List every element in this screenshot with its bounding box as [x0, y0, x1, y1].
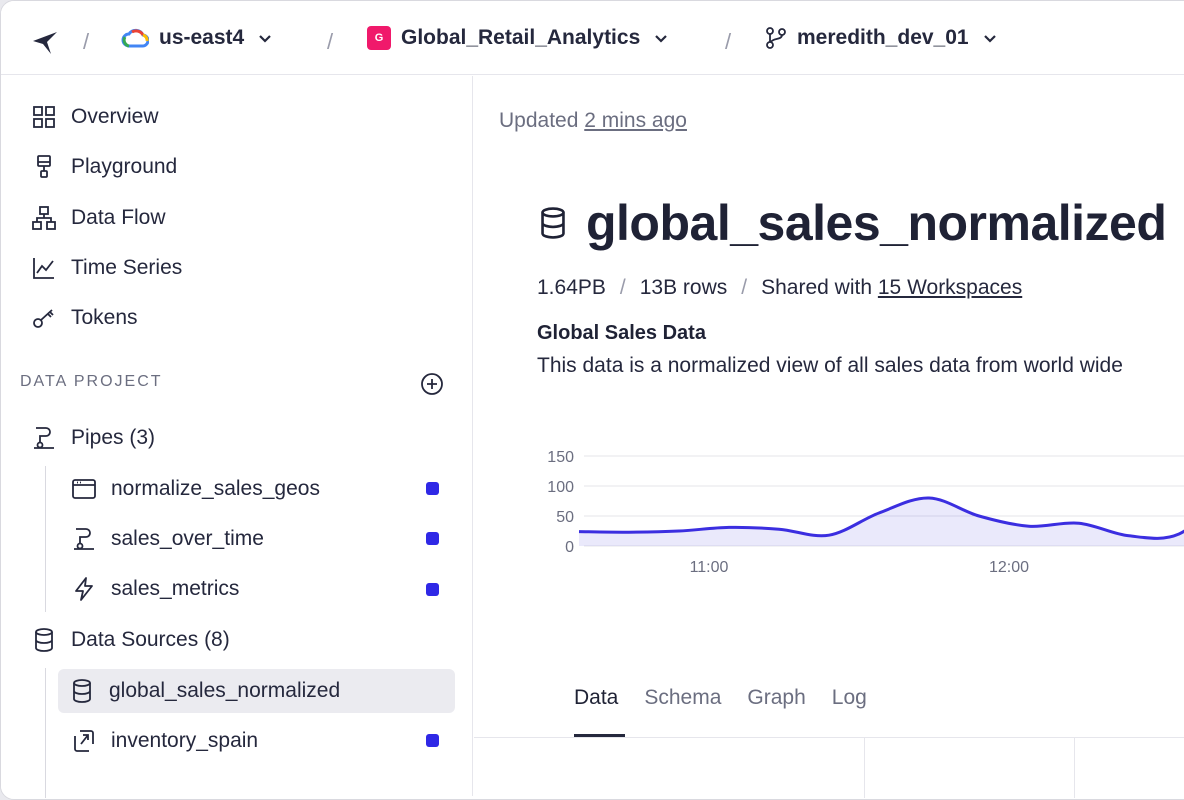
sidebar-item-label: Overview — [71, 105, 159, 128]
database-icon — [73, 679, 91, 703]
column-divider — [864, 738, 865, 798]
pipe-item-sales-metrics[interactable]: sales_metrics — [71, 571, 239, 607]
datasource-item-global-sales-normalized[interactable]: global_sales_normalized — [69, 673, 340, 709]
tab-log[interactable]: Log — [831, 686, 867, 709]
key-icon — [33, 309, 54, 328]
column-divider — [1074, 738, 1075, 798]
workspace-selector[interactable]: G Global_Retail_Analytics — [367, 1, 672, 75]
x-tick-label: 11:00 — [690, 559, 729, 576]
series-line — [578, 496, 1184, 540]
y-tick-label: 0 — [565, 539, 574, 556]
sidebar-item-label: Playground — [71, 155, 178, 178]
tree-line — [45, 466, 46, 612]
shared-info: Shared with 15 Workspaces — [761, 276, 1022, 300]
sidebar-item-tokens[interactable]: Tokens — [31, 300, 138, 336]
sitemap-icon — [32, 206, 56, 230]
chevron-down-icon — [983, 35, 996, 43]
rows-value: 13B rows — [639, 276, 728, 299]
meta-separator: / — [619, 276, 626, 299]
tree-line — [45, 668, 46, 798]
pipe-icon — [34, 427, 54, 449]
status-dot — [426, 482, 439, 495]
brush-icon — [37, 155, 51, 178]
sidebar-group-pipes[interactable]: Pipes (3) — [31, 420, 155, 456]
breadcrumb-separator: / — [725, 29, 732, 54]
sidebar-item-label: Tokens — [71, 306, 138, 329]
main-panel: Updated 2 mins ago global_sales_normaliz… — [474, 76, 1184, 798]
datasource-item-label: global_sales_normalized — [109, 679, 341, 702]
database-icon — [35, 628, 53, 652]
sidebar-group-label: Pipes (3) — [71, 426, 156, 449]
pipe-item-label: normalize_sales_geos — [111, 477, 320, 500]
breadcrumb-separator: / — [83, 29, 90, 54]
selected-highlight — [58, 669, 455, 713]
series-area — [579, 497, 1184, 546]
meta-separator: / — [741, 276, 748, 299]
sidebar: Overview Playground Data Flow Time Serie… — [1, 76, 473, 798]
description-text: This data is a normalized view of all sa… — [537, 354, 1123, 377]
sidebar-group-data-sources[interactable]: Data Sources (8) — [31, 622, 230, 658]
page-title-row: global_sales_normalized — [536, 194, 1167, 252]
y-tick-label: 50 — [556, 509, 574, 526]
tab-bar: Data Schema Graph Log — [574, 686, 867, 710]
datasource-item-inventory-spain[interactable]: inventory_spain — [71, 723, 258, 759]
sidebar-item-overview[interactable]: Overview — [31, 99, 159, 135]
status-dot — [426, 532, 439, 545]
updated-prefix: Updated — [499, 109, 579, 132]
grid-icon — [33, 106, 55, 128]
region-label: us-east4 — [159, 26, 245, 49]
import-icon — [74, 730, 94, 752]
size-value: 1.64PB — [537, 276, 606, 299]
sidebar-item-data-flow[interactable]: Data Flow — [31, 200, 166, 236]
region-selector[interactable]: us-east4 — [121, 1, 276, 75]
lightning-icon — [75, 577, 93, 601]
branch-label: meredith_dev_01 — [797, 26, 969, 49]
logo-icon[interactable] — [31, 30, 59, 56]
page-title: global_sales_normalized — [586, 195, 1167, 251]
database-icon — [541, 207, 565, 239]
updated-time-link[interactable]: 2 mins ago — [584, 109, 687, 132]
pipe-item-label: sales_over_time — [111, 527, 264, 550]
pipe-item-sales-over-time[interactable]: sales_over_time — [71, 521, 264, 557]
shared-prefix: Shared with — [761, 276, 873, 299]
workspace-label: Global_Retail_Analytics — [401, 26, 641, 49]
branch-selector[interactable]: meredith_dev_01 — [765, 1, 1001, 75]
sidebar-item-time-series[interactable]: Time Series — [31, 250, 182, 286]
x-tick-label: 12:00 — [989, 559, 1029, 576]
line-chart-icon — [33, 258, 54, 279]
sidebar-item-label: Time Series — [71, 256, 183, 279]
tab-graph[interactable]: Graph — [747, 686, 806, 709]
tab-schema[interactable]: Schema — [644, 686, 722, 709]
sidebar-item-label: Data Flow — [71, 206, 166, 229]
pipe-item-normalize-sales-geos[interactable]: normalize_sales_geos — [71, 471, 320, 507]
cloud-icon — [121, 28, 149, 48]
chevron-down-icon — [259, 35, 271, 43]
shared-workspaces-link[interactable]: 15 Workspaces — [877, 276, 1023, 299]
y-tick-label: 150 — [547, 449, 574, 466]
status-dot — [426, 583, 439, 596]
active-tab-indicator — [574, 734, 625, 737]
datasource-meta: 1.64PB / 13B rows / Shared with 15 Works… — [537, 276, 1022, 300]
datasource-item-label: inventory_spain — [111, 729, 259, 752]
chevron-down-icon — [655, 35, 668, 43]
pipe-item-label: sales_metrics — [111, 577, 240, 600]
status-dot — [426, 734, 439, 747]
table-border — [474, 737, 1184, 738]
section-label-data-project: DATA PROJECT — [20, 373, 163, 390]
sidebar-group-label: Data Sources (8) — [71, 628, 230, 651]
sidebar-item-playground[interactable]: Playground — [31, 149, 177, 185]
description-title: Global Sales Data — [537, 322, 706, 344]
git-branch-icon — [766, 27, 786, 49]
workspace-badge: G — [367, 26, 391, 50]
add-circle-icon[interactable] — [419, 371, 445, 397]
breadcrumb-separator: / — [327, 29, 334, 54]
top-bar: / us-east4 / G Global_Retail_Analytics / — [1, 1, 1184, 75]
window-icon — [72, 479, 96, 499]
y-tick-label: 100 — [547, 479, 574, 496]
updated-info: Updated 2 mins ago — [499, 109, 687, 133]
ingestion-chart: 150 100 50 0 11:00 12:00 — [547, 449, 1184, 576]
pipe-icon — [74, 528, 94, 550]
tab-data[interactable]: Data — [574, 686, 619, 709]
